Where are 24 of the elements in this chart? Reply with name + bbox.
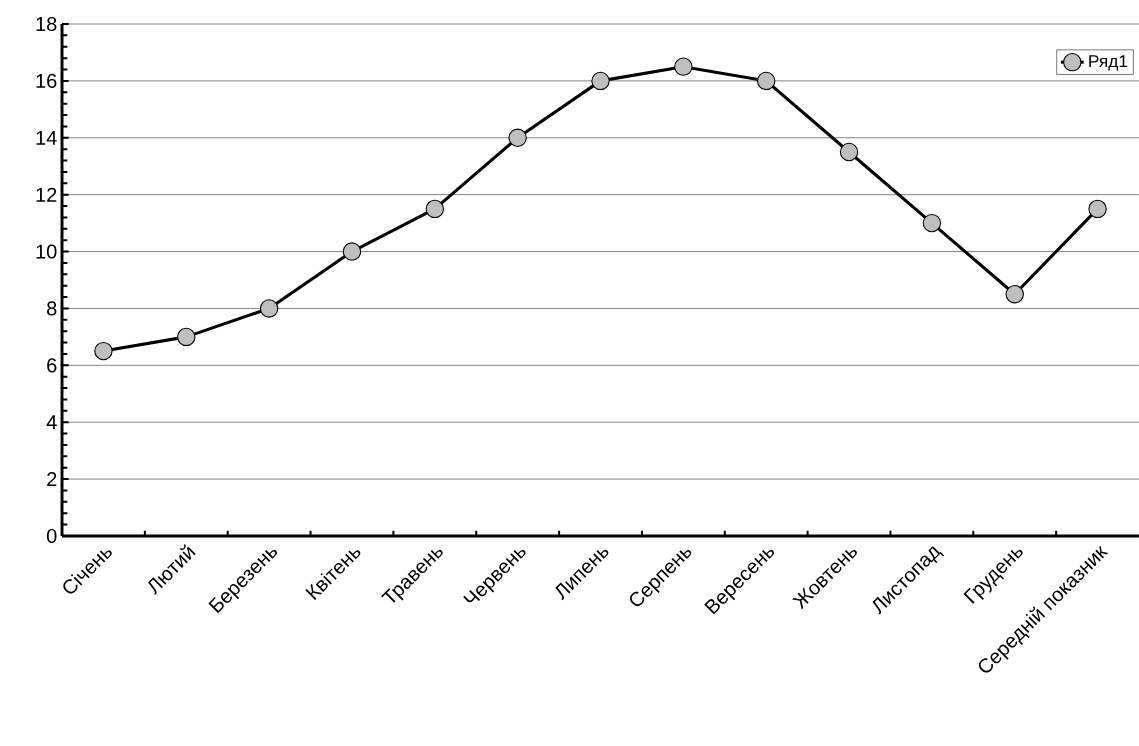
- legend-label: Ряд1: [1089, 55, 1128, 71]
- point: [756, 71, 776, 91]
- y-tick-label: 12: [36, 187, 57, 202]
- point: [177, 327, 196, 347]
- point: [94, 341, 113, 361]
- point: [259, 299, 279, 318]
- y-tick-label: 16: [36, 73, 57, 88]
- y-tick-label: 10: [36, 244, 57, 259]
- y-tick-label: 2: [47, 472, 57, 487]
- y-tick-label: 4: [46, 415, 57, 430]
- point: [839, 142, 859, 162]
- y-tick-label: 8: [47, 301, 57, 316]
- point: [674, 57, 693, 76]
- point: [591, 71, 610, 91]
- point: [342, 242, 362, 261]
- y-tick-label: 6: [47, 358, 57, 373]
- y-tick-label: 0: [46, 528, 57, 544]
- y-tick-label: 14: [36, 130, 57, 145]
- point: [508, 128, 527, 147]
- point: [1005, 285, 1024, 304]
- y-tick-label: 18: [36, 16, 57, 32]
- point: [425, 199, 445, 219]
- point: [1088, 199, 1107, 219]
- point: [922, 213, 942, 233]
